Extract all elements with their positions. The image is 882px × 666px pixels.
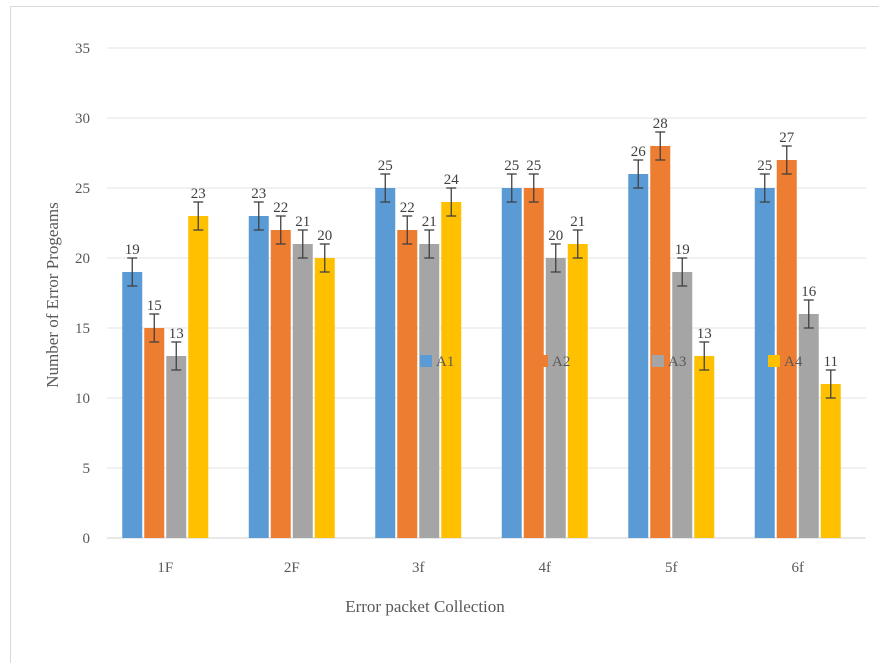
data-labels: 19 15 13 23 23 22 21 20 25 22 21 24 25 25 20 21 26 28 19 13… <box>125 116 838 370</box>
y-axis-ticks: 0 5 10 15 20 25 30 35 <box>75 41 90 547</box>
data-label: 25 <box>504 158 519 174</box>
bar <box>188 216 209 538</box>
legend-swatch <box>768 355 780 367</box>
bars <box>122 146 841 538</box>
data-label: 22 <box>273 200 288 216</box>
data-label: 23 <box>251 186 266 202</box>
legend-label: A3 <box>668 354 686 370</box>
data-label: 21 <box>295 214 310 230</box>
y-tick-label: 30 <box>75 111 90 127</box>
x-tick-label: 3f <box>412 560 425 576</box>
legend-swatch <box>536 355 548 367</box>
y-tick-label: 10 <box>75 391 90 407</box>
y-tick-label: 15 <box>75 321 90 337</box>
bar <box>545 258 566 538</box>
bar <box>650 146 671 538</box>
gridlines <box>107 47 866 539</box>
data-label: 24 <box>444 172 460 188</box>
data-label: 21 <box>422 214 437 230</box>
bar <box>314 258 335 538</box>
bar <box>248 216 269 538</box>
data-label: 20 <box>317 228 332 244</box>
data-label: 23 <box>191 186 206 202</box>
data-label: 13 <box>169 326 184 342</box>
data-label: 25 <box>526 158 541 174</box>
x-tick-label: 4f <box>539 560 552 576</box>
bar <box>122 272 143 538</box>
bar <box>820 384 841 538</box>
data-label: 15 <box>147 298 162 314</box>
data-label: 19 <box>125 242 140 258</box>
y-tick-label: 5 <box>83 461 91 477</box>
bar <box>419 244 440 538</box>
bar <box>292 244 313 538</box>
legend: A1 A2 A3 A4 <box>420 354 803 370</box>
x-tick-label: 2F <box>284 560 300 576</box>
data-label: 25 <box>378 158 393 174</box>
x-axis-title: Error packet Collection <box>345 597 505 616</box>
bar <box>628 174 649 538</box>
x-tick-label: 5f <box>665 560 678 576</box>
data-label: 26 <box>631 144 647 160</box>
data-label: 21 <box>570 214 585 230</box>
y-tick-label: 0 <box>83 531 91 547</box>
legend-swatch <box>652 355 664 367</box>
y-axis-title: Number of Error Progeams <box>43 202 62 388</box>
data-label: 20 <box>548 228 563 244</box>
x-tick-label: 1F <box>157 560 173 576</box>
bar <box>672 272 693 538</box>
data-label: 22 <box>400 200 415 216</box>
data-label: 27 <box>779 130 795 146</box>
y-tick-label: 35 <box>75 41 90 57</box>
bar <box>397 230 418 538</box>
legend-label: A2 <box>552 354 570 370</box>
data-label: 19 <box>675 242 690 258</box>
data-label: 25 <box>757 158 772 174</box>
bar <box>375 188 396 538</box>
legend-label: A4 <box>784 354 803 370</box>
error-bars <box>127 131 836 399</box>
x-axis-ticks: 1F 2F 3f 4f 5f 6f <box>157 560 804 576</box>
bar <box>501 188 522 538</box>
x-tick-label: 6f <box>792 560 805 576</box>
bar <box>776 160 797 538</box>
y-tick-label: 20 <box>75 251 90 267</box>
legend-label: A1 <box>436 354 454 370</box>
y-tick-label: 25 <box>75 181 90 197</box>
bar <box>166 356 187 538</box>
bar <box>270 230 291 538</box>
bar <box>567 244 588 538</box>
data-label: 13 <box>697 326 712 342</box>
legend-swatch <box>420 355 432 367</box>
bar <box>144 328 165 538</box>
bar <box>754 188 775 538</box>
bar <box>441 202 462 538</box>
data-label: 28 <box>653 116 668 132</box>
data-label: 16 <box>801 284 817 300</box>
data-label: 11 <box>824 354 838 370</box>
bar <box>523 188 544 538</box>
bar <box>798 314 819 538</box>
bar <box>694 356 715 538</box>
